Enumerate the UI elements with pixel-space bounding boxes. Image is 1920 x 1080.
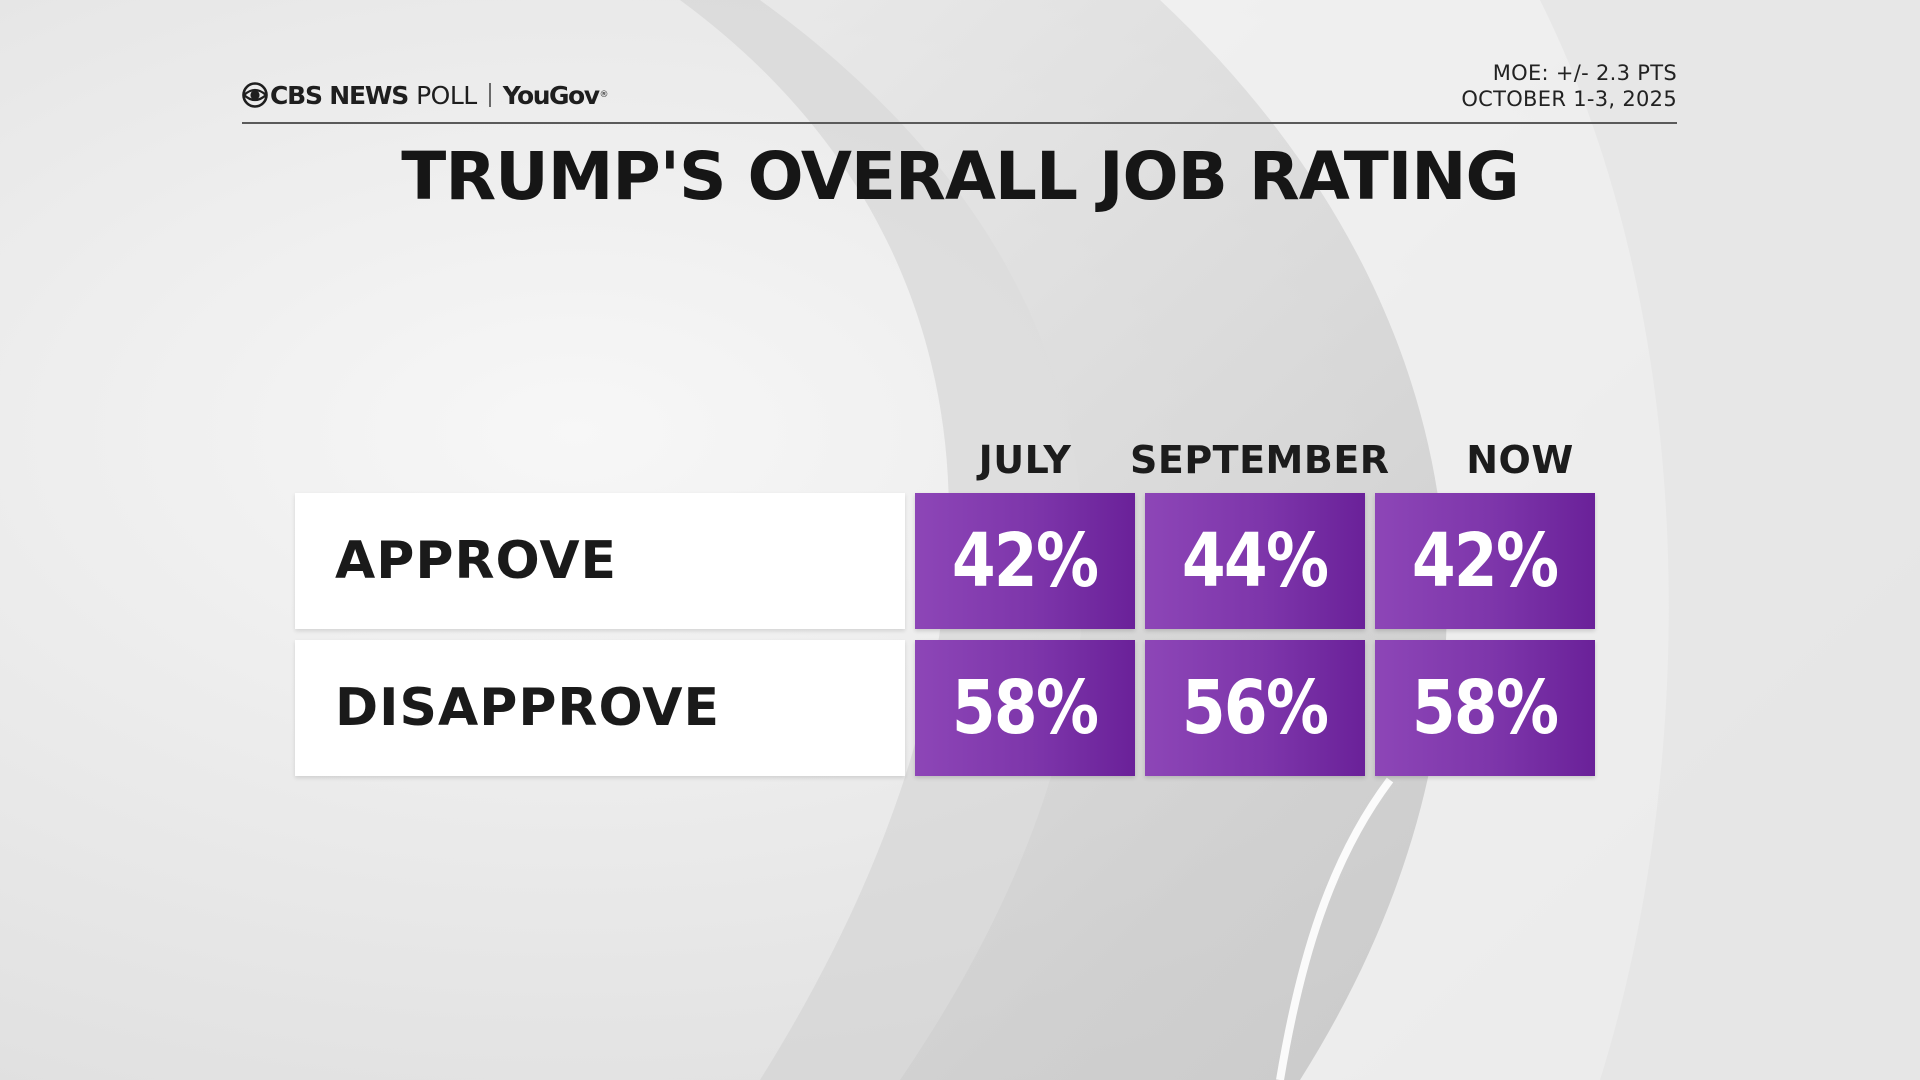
brand-cbs-news: CBS NEWS xyxy=(270,80,409,110)
brand-yougov: YouGov xyxy=(502,80,600,110)
value-approve-september: 44% xyxy=(1182,518,1329,604)
poll-dates: OCTOBER 1-3, 2025 xyxy=(1461,87,1677,111)
column-header-september: SEPTEMBER xyxy=(1130,438,1390,482)
value-approve-now: 42% xyxy=(1412,518,1559,604)
value-approve-july: 42% xyxy=(952,518,1099,604)
cell-disapprove-september: 56% xyxy=(1145,640,1365,776)
value-disapprove-july: 58% xyxy=(952,665,1099,751)
brand-poll: POLL xyxy=(416,80,477,110)
cell-disapprove-now: 58% xyxy=(1375,640,1595,776)
cell-disapprove-july: 58% xyxy=(915,640,1135,776)
cbs-eye-icon xyxy=(242,82,268,108)
cell-approve-september: 44% xyxy=(1145,493,1365,629)
value-disapprove-now: 58% xyxy=(1412,665,1559,751)
chart-title: TRUMP'S OVERALL JOB RATING xyxy=(401,138,1519,215)
brand-separator xyxy=(488,83,491,107)
column-header-july: JULY xyxy=(978,438,1072,482)
cell-approve-july: 42% xyxy=(915,493,1135,629)
poll-meta: MOE: +/- 2.3 PTS OCTOBER 1-3, 2025 xyxy=(1461,60,1677,112)
header-divider xyxy=(242,122,1677,124)
row-label-disapprove: DISAPPROVE xyxy=(335,678,721,738)
value-disapprove-september: 56% xyxy=(1182,665,1329,751)
margin-of-error: MOE: +/- 2.3 PTS xyxy=(1492,61,1677,85)
row-label-box-disapprove: DISAPPROVE xyxy=(295,640,905,776)
row-label-approve: APPROVE xyxy=(335,531,618,591)
row-label-box-approve: APPROVE xyxy=(295,493,905,629)
brand-registered-mark: ® xyxy=(599,90,609,100)
column-header-now: NOW xyxy=(1466,438,1574,482)
cell-approve-now: 42% xyxy=(1375,493,1595,629)
brand-logo: CBS NEWS POLL YouGov ® xyxy=(242,78,609,112)
